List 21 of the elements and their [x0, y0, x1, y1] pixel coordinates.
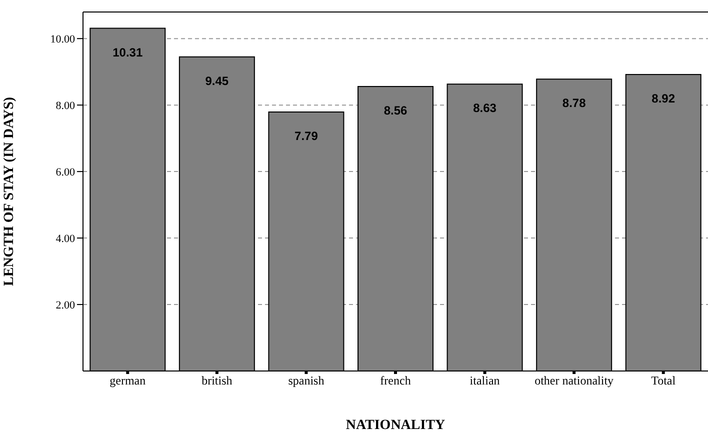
data-label: 8.63	[473, 101, 497, 116]
data-label: 8.92	[652, 91, 676, 106]
y-tick-label: 8.00	[56, 100, 76, 112]
y-axis-title: LENGTH OF STAY (IN DAYS)	[2, 96, 17, 286]
data-label: 9.45	[205, 74, 229, 88]
data-label: 8.78	[562, 96, 586, 110]
y-tick-label: 4.00	[56, 232, 76, 245]
x-tick-label: spanish	[288, 374, 324, 388]
x-tick-label: italian	[470, 374, 500, 388]
data-label: 7.79	[294, 129, 318, 144]
x-tick-label: british	[202, 374, 232, 388]
x-axis-title: NATIONALITY	[346, 418, 446, 433]
x-tick-label: german	[110, 374, 146, 388]
y-tick-label: 10.00	[50, 34, 76, 46]
data-label: 10.31	[112, 45, 143, 60]
x-tick-label: other nationality	[534, 374, 614, 388]
x-tick-label: Total	[651, 374, 676, 388]
x-tick-label: french	[380, 374, 411, 388]
y-tick-label: 2.00	[56, 299, 76, 312]
y-tick-label: 6.00	[56, 166, 76, 178]
data-label: 8.56	[384, 103, 408, 118]
